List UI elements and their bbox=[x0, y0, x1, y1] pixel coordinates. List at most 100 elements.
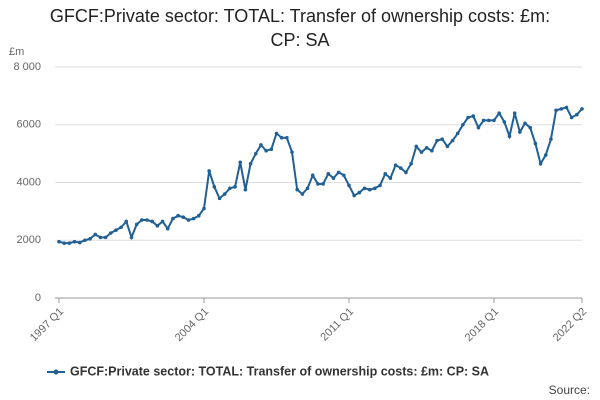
point bbox=[191, 216, 196, 221]
point bbox=[264, 148, 268, 153]
point bbox=[88, 237, 92, 241]
point bbox=[507, 134, 512, 139]
point bbox=[424, 146, 429, 150]
y-unit: £m bbox=[9, 46, 24, 58]
point bbox=[145, 218, 149, 222]
point bbox=[285, 135, 289, 140]
point bbox=[238, 160, 243, 165]
point bbox=[279, 135, 284, 140]
point bbox=[378, 183, 382, 188]
point bbox=[186, 218, 191, 222]
point bbox=[83, 238, 87, 243]
point bbox=[310, 173, 315, 178]
x-tick-label: 2022 Q2 bbox=[551, 306, 589, 344]
point bbox=[414, 144, 419, 149]
point bbox=[181, 215, 186, 219]
point bbox=[367, 187, 372, 192]
point bbox=[316, 182, 320, 186]
point bbox=[373, 186, 377, 191]
point bbox=[450, 138, 455, 143]
point bbox=[492, 118, 496, 123]
point bbox=[419, 150, 424, 154]
x-tick-label: 2004 Q1 bbox=[173, 306, 211, 344]
point bbox=[165, 226, 170, 231]
point bbox=[398, 166, 403, 170]
point bbox=[202, 206, 206, 211]
point bbox=[342, 173, 346, 178]
point bbox=[352, 193, 356, 198]
point bbox=[357, 190, 362, 195]
point bbox=[114, 228, 118, 232]
point bbox=[67, 241, 72, 245]
point bbox=[171, 216, 175, 221]
chart-title: GFCF:Private sector: TOTAL: Transfer of … bbox=[49, 6, 551, 50]
point bbox=[461, 122, 465, 127]
point bbox=[435, 138, 439, 143]
point bbox=[108, 231, 113, 235]
point bbox=[160, 219, 165, 224]
point bbox=[248, 161, 253, 166]
point bbox=[466, 115, 470, 120]
y-tick-label: 8 000 bbox=[13, 61, 41, 73]
point bbox=[253, 151, 258, 156]
point bbox=[512, 111, 517, 115]
point bbox=[575, 112, 579, 117]
point bbox=[559, 107, 564, 111]
y-tick-label: 4000 bbox=[17, 176, 41, 188]
point bbox=[207, 169, 211, 173]
point bbox=[295, 187, 299, 192]
point bbox=[481, 118, 486, 123]
point bbox=[393, 163, 398, 167]
point bbox=[72, 239, 77, 244]
point bbox=[331, 176, 336, 180]
point bbox=[528, 125, 533, 130]
point bbox=[388, 176, 393, 180]
point bbox=[564, 105, 569, 110]
point bbox=[57, 239, 61, 244]
y-tick-label: 0 bbox=[35, 292, 41, 304]
point bbox=[486, 118, 491, 123]
point bbox=[217, 196, 222, 201]
point bbox=[538, 161, 543, 166]
legend-label: GFCF:Private sector: TOTAL: Transfer of … bbox=[70, 364, 489, 378]
y-tick-label: 6000 bbox=[17, 119, 41, 131]
point bbox=[580, 107, 584, 111]
source: Source: bbox=[549, 383, 590, 397]
point bbox=[404, 170, 408, 175]
x-tick-label: 1997 Q1 bbox=[28, 306, 66, 344]
point bbox=[518, 130, 522, 134]
point bbox=[455, 131, 460, 136]
point bbox=[347, 183, 351, 188]
point bbox=[445, 144, 450, 149]
point bbox=[124, 219, 129, 224]
point bbox=[197, 213, 201, 218]
point bbox=[269, 147, 274, 152]
legend-marker bbox=[53, 369, 59, 375]
point bbox=[103, 235, 108, 240]
point bbox=[129, 235, 134, 240]
point bbox=[549, 137, 553, 141]
point bbox=[274, 131, 279, 136]
point bbox=[321, 182, 325, 186]
x-tick-label: 2018 Q1 bbox=[463, 306, 501, 344]
point bbox=[326, 172, 331, 176]
point bbox=[134, 222, 139, 227]
point bbox=[233, 185, 237, 189]
point bbox=[476, 125, 481, 130]
point bbox=[243, 187, 248, 192]
point bbox=[502, 120, 507, 124]
point bbox=[140, 218, 144, 222]
point bbox=[62, 241, 66, 245]
point bbox=[93, 232, 98, 237]
point bbox=[554, 108, 558, 113]
point bbox=[533, 141, 538, 146]
point bbox=[228, 186, 232, 191]
point bbox=[471, 114, 476, 118]
point bbox=[569, 115, 574, 120]
point bbox=[305, 186, 310, 191]
point bbox=[290, 150, 294, 154]
point bbox=[497, 111, 501, 115]
point bbox=[98, 235, 103, 240]
